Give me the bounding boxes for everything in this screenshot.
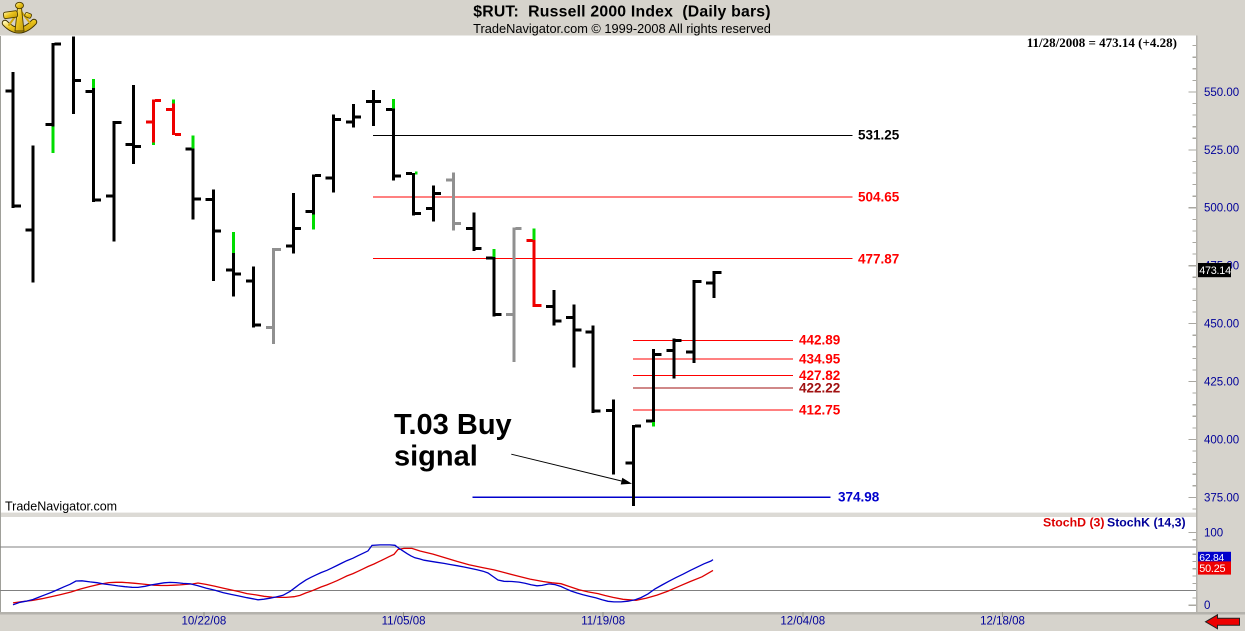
svg-text:12/18/08: 12/18/08 [980, 616, 1025, 628]
svg-text:62.84: 62.84 [1199, 553, 1224, 564]
svg-text:412.75: 412.75 [799, 403, 841, 418]
svg-text:550.00: 550.00 [1204, 87, 1239, 99]
svg-text:425.00: 425.00 [1204, 376, 1239, 388]
svg-text:531.25: 531.25 [858, 128, 900, 143]
svg-text:477.87: 477.87 [858, 251, 899, 266]
svg-text:$RUT: Russell 2000 Index (Da: $RUT: Russell 2000 Index (Daily bars) [473, 4, 771, 21]
svg-text:427.82: 427.82 [799, 368, 840, 383]
svg-text:450.00: 450.00 [1204, 319, 1239, 331]
svg-text:422.22: 422.22 [799, 381, 840, 396]
svg-text:TradeNavigator.com: TradeNavigator.com [5, 500, 117, 514]
svg-text:11/19/08: 11/19/08 [581, 616, 625, 628]
svg-text:signal: signal [394, 440, 478, 472]
svg-text:StochD (3): StochD (3) [1043, 516, 1105, 530]
svg-text:50.25: 50.25 [1199, 563, 1225, 575]
svg-text:434.95: 434.95 [799, 352, 841, 367]
svg-text:375.00: 375.00 [1204, 492, 1239, 504]
svg-text:11/28/2008 = 473.14 (+4.28): 11/28/2008 = 473.14 (+4.28) [1027, 35, 1177, 50]
svg-text:442.89: 442.89 [799, 333, 840, 348]
svg-text:12/04/08: 12/04/08 [780, 616, 825, 628]
svg-text:TradeNavigator.com © 1999-2008: TradeNavigator.com © 1999-2008 All right… [473, 21, 771, 36]
svg-text:11/05/08: 11/05/08 [382, 616, 426, 628]
svg-text:StochK (14,3): StochK (14,3) [1107, 516, 1186, 530]
svg-text:504.65: 504.65 [858, 190, 900, 205]
svg-text:0: 0 [1204, 600, 1210, 612]
svg-text:100: 100 [1204, 527, 1223, 539]
svg-text:400.00: 400.00 [1204, 434, 1239, 446]
svg-text:T.03 Buy: T.03 Buy [394, 409, 512, 441]
svg-text:500.00: 500.00 [1204, 203, 1239, 215]
svg-text:10/22/08: 10/22/08 [182, 616, 227, 628]
svg-text:374.98: 374.98 [838, 490, 880, 505]
svg-text:473.14: 473.14 [1199, 265, 1231, 277]
svg-text:525.00: 525.00 [1204, 145, 1239, 157]
